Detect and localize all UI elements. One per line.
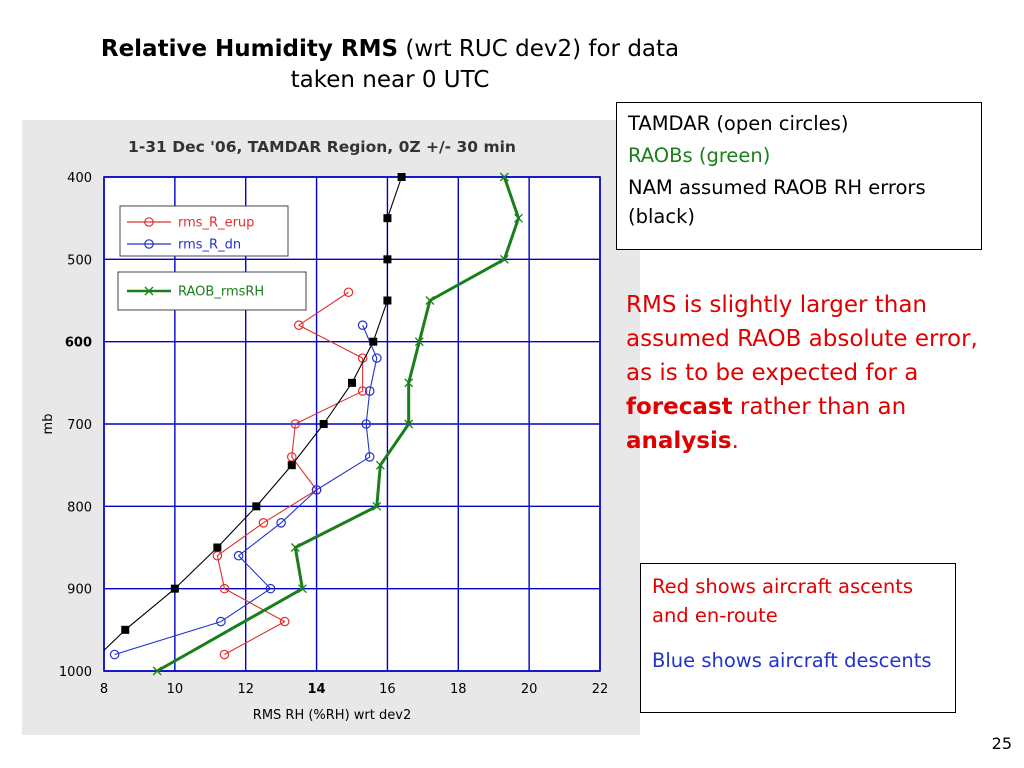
data-point xyxy=(252,502,261,511)
data-point xyxy=(290,543,300,552)
data-point xyxy=(287,461,296,470)
data-point xyxy=(499,172,509,182)
data-point xyxy=(372,501,382,511)
data-point xyxy=(383,296,392,305)
series-line xyxy=(156,176,521,673)
legend-label: RAOB_rmsRH xyxy=(178,285,264,300)
page-number: 25 xyxy=(991,734,1012,753)
data-point xyxy=(219,583,230,594)
y-axis-label: mb xyxy=(41,414,56,435)
x-tick-label: 8 xyxy=(100,682,108,697)
data-point xyxy=(144,217,154,227)
slide-title-rest: (wrt RUC dev2) for data xyxy=(398,36,680,62)
y-tick-label: 600 xyxy=(65,336,92,351)
data-point xyxy=(514,213,523,223)
data-point xyxy=(364,386,375,396)
data-point xyxy=(319,420,328,428)
slide-title-bold: Relative Humidity RMS xyxy=(100,36,399,62)
x-tick-label: 20 xyxy=(521,682,538,697)
y-tick-label: 1000 xyxy=(59,665,92,680)
data-point xyxy=(233,550,244,561)
data-point xyxy=(170,584,179,593)
x-tick-label: 14 xyxy=(308,682,326,697)
x-tick-label: 18 xyxy=(450,682,467,697)
legend-label: rms_R_dn xyxy=(178,238,241,253)
data-point xyxy=(212,550,223,561)
tamdar-description: TAMDAR (open circles) xyxy=(628,112,849,135)
data-point xyxy=(357,320,368,330)
data-point xyxy=(216,616,226,627)
data-point xyxy=(290,419,301,429)
note-part2: rather than an xyxy=(732,394,907,420)
data-point xyxy=(258,517,269,528)
data-point xyxy=(121,625,130,634)
nam-description: NAM assumed RAOB RH errors (black) xyxy=(628,176,926,228)
series-RAOB_rmsRH xyxy=(152,172,523,676)
plot-border xyxy=(103,176,601,672)
data-point xyxy=(371,353,382,363)
data-point xyxy=(144,239,154,249)
data-point xyxy=(357,386,368,396)
x-axis-label: RMS RH (%RH) wrt dev2 xyxy=(253,708,411,723)
series-description-box: TAMDAR (open circles) RAOBs (green) NAM … xyxy=(616,102,982,250)
data-point xyxy=(286,452,297,462)
chart-title: 1-31 Dec '06, TAMDAR Region, 0Z +/- 30 m… xyxy=(128,138,516,156)
series-line xyxy=(216,291,364,656)
data-point xyxy=(397,173,406,181)
x-tick-label: 12 xyxy=(237,682,254,697)
x-tick-label: 16 xyxy=(379,682,396,697)
note-part1: RMS is slightly larger than assumed RAOB… xyxy=(626,292,978,386)
x-tick-label: 22 xyxy=(592,682,609,697)
data-point xyxy=(109,649,120,660)
x-tick-label: 10 xyxy=(167,682,184,697)
note-bold-forecast: forecast xyxy=(626,394,733,420)
data-point xyxy=(361,419,371,429)
data-point xyxy=(276,517,286,528)
data-point xyxy=(425,296,435,305)
slide-title-line2: taken near 0 UTC xyxy=(290,67,490,93)
note-part3: . xyxy=(731,428,739,454)
y-tick-label: 800 xyxy=(67,500,92,515)
data-point xyxy=(404,419,414,429)
data-point xyxy=(383,255,392,264)
y-tick-label: 400 xyxy=(67,171,92,186)
data-point xyxy=(383,214,392,223)
chart-legend: rms_R_erup rms_R_dn xyxy=(119,205,289,257)
data-point xyxy=(404,378,414,388)
slide-title: Relative Humidity RMS (wrt RUC dev2) for… xyxy=(40,34,740,96)
y-tick-label: 500 xyxy=(67,253,92,268)
data-point xyxy=(364,452,375,462)
data-point xyxy=(265,583,276,594)
data-point xyxy=(343,287,354,298)
chart-panel: 8 10 12 14 16 18 20 22 400 500 600 700 800 900 1000 1-3… xyxy=(22,120,640,735)
data-point xyxy=(219,649,230,660)
data-point xyxy=(152,666,162,676)
data-point xyxy=(144,286,154,296)
color-key-box: Red shows aircraft ascents and en-route … xyxy=(640,563,956,713)
rms-note: RMS is slightly larger than assumed RAOB… xyxy=(626,288,996,458)
legend-label: rms_R_erup xyxy=(178,216,254,231)
red-key-text: Red shows aircraft ascents and en-route xyxy=(652,575,914,627)
data-point xyxy=(213,543,222,552)
series-rms_R_dn xyxy=(109,320,382,660)
series-nam-raob-error xyxy=(103,173,406,651)
series-line xyxy=(114,324,378,656)
note-bold-analysis: analysis xyxy=(626,428,732,454)
blue-key-text: Blue shows aircraft descents xyxy=(652,649,932,672)
y-tick-label: 700 xyxy=(67,418,92,433)
data-point xyxy=(499,254,509,264)
data-point xyxy=(297,584,307,594)
y-tick-label: 900 xyxy=(67,583,92,598)
chart-legend-raob: RAOB_rmsRH xyxy=(117,271,307,311)
raobs-description: RAOBs (green) xyxy=(628,144,771,167)
data-point xyxy=(311,485,322,495)
data-point xyxy=(414,337,424,347)
data-point xyxy=(348,378,356,387)
chart-svg: 8 10 12 14 16 18 20 22 400 500 600 700 800 900 1000 1-3… xyxy=(41,138,609,723)
data-point xyxy=(294,320,304,330)
data-point xyxy=(369,337,378,346)
data-point xyxy=(375,460,385,470)
data-point xyxy=(279,616,290,627)
